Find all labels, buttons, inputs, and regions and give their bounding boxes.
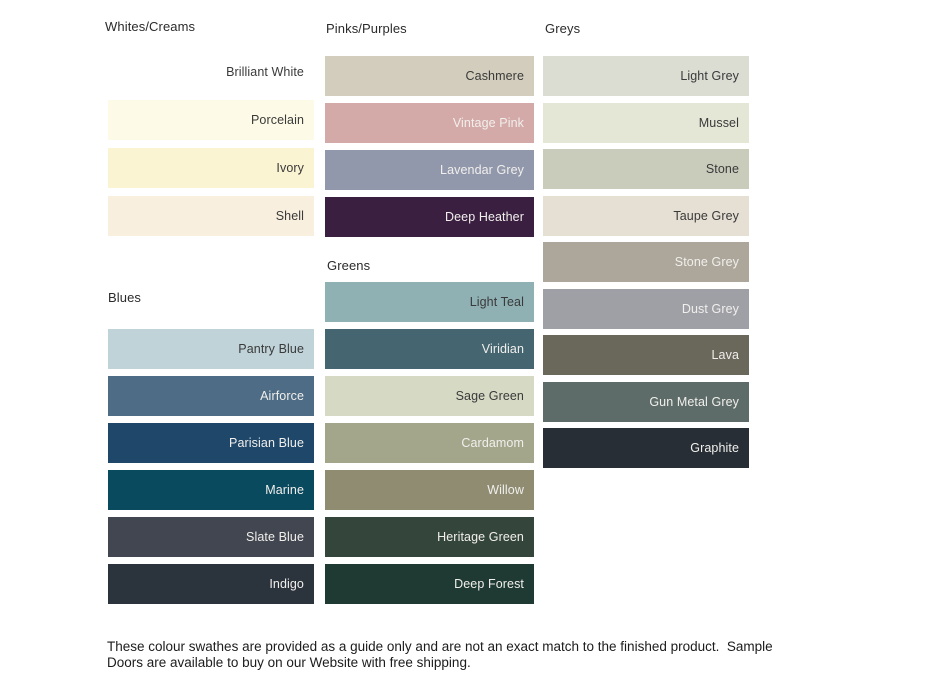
swatch-marine: Marine (108, 470, 314, 510)
swatch-label: Light Grey (680, 69, 739, 83)
swatch-label: Lava (711, 348, 739, 362)
swatch-cashmere: Cashmere (325, 56, 534, 96)
swatch-light-teal: Light Teal (325, 282, 534, 322)
swatch-label: Gun Metal Grey (649, 394, 739, 409)
swatch-list-blues: Pantry Blue Airforce Parisian Blue Marine Sl… (108, 329, 314, 604)
swatch-label: Indigo (269, 577, 304, 591)
swatch-mussel: Mussel (543, 102, 749, 143)
swatch-lavendar-grey: Lavendar Grey (325, 150, 534, 190)
swatch-stone: Stone (543, 149, 749, 189)
section-header-pinks-purples: Pinks/Purples (326, 21, 407, 36)
swatch-ivory: Ivory (108, 148, 314, 188)
swatch-gun-metal-grey: Gun Metal Grey (543, 381, 749, 422)
swatch-list-greys: Light Grey Mussel Stone Taupe Grey Stone Gre… (543, 56, 749, 468)
swatch-label: Taupe Grey (673, 208, 739, 223)
swatch-deep-heather: Deep Heather (325, 197, 534, 237)
swatch-brilliant-white: Brilliant White (108, 52, 314, 92)
swatch-label: Ivory (276, 161, 304, 175)
swatch-label: Mussel (698, 115, 739, 130)
swatch-label: Graphite (690, 441, 739, 455)
swatch-label: Parisian Blue (229, 436, 304, 450)
swatch-label: Stone Grey (674, 255, 739, 269)
section-header-greys: Greys (545, 21, 581, 36)
swatch-parisian-blue: Parisian Blue (108, 423, 314, 463)
section-header-blues: Blues (108, 290, 142, 305)
swatch-lava: Lava (543, 335, 749, 375)
swatch-label: Shell (275, 209, 304, 223)
swatch-shell: Shell (108, 196, 314, 236)
swatch-heritage-green: Heritage Green (325, 517, 534, 557)
swatch-sage-green: Sage Green (325, 376, 534, 416)
swatch-label: Cardamom (461, 436, 524, 450)
swatch-label: Stone (705, 162, 739, 176)
swatch-label: Willow (487, 483, 524, 497)
swatch-taupe-grey: Taupe Grey (543, 195, 749, 236)
swatch-label: Vintage Pink (452, 116, 524, 130)
swatch-label: Cashmere (465, 69, 524, 83)
swatch-vintage-pink: Vintage Pink (325, 103, 534, 143)
swatch-list-whites-creams: Brilliant White Porcelain Ivory Shell (108, 52, 314, 236)
swatch-indigo: Indigo (108, 564, 314, 604)
swatch-label: Heritage Green (437, 530, 524, 544)
swatch-label: Light Teal (469, 295, 524, 309)
swatch-dust-grey: Dust Grey (543, 288, 749, 329)
swatch-light-grey: Light Grey (543, 56, 749, 96)
swatch-cardamom: Cardamom (325, 423, 534, 463)
swatch-label: Deep Heather (444, 210, 524, 224)
swatch-label: Viridian (481, 342, 524, 356)
swatch-label: Slate Blue (246, 530, 304, 544)
swatch-graphite: Graphite (543, 428, 749, 468)
section-header-greens: Greens (327, 258, 371, 273)
swatch-list-pinks-purples: Cashmere Vintage Pink Lavendar Grey Deep He… (325, 56, 534, 237)
disclaimer-note: These colour swathes are provided as a g… (107, 639, 773, 671)
swatch-label: Deep Forest (454, 577, 524, 591)
swatch-label: Airforce (260, 389, 304, 403)
swatch-pantry-blue: Pantry Blue (108, 329, 314, 369)
swatch-label: Lavendar Grey (440, 163, 524, 177)
swatch-deep-forest: Deep Forest (325, 564, 534, 604)
swatch-label: Sage Green (455, 389, 524, 403)
swatch-airforce: Airforce (108, 376, 314, 416)
swatch-label: Dust Grey (681, 301, 739, 316)
swatch-list-greens: Light Teal Viridian Sage Green Cardamom Will… (325, 282, 534, 604)
swatch-label: Pantry Blue (238, 342, 304, 356)
swatch-label: Porcelain (250, 113, 304, 127)
swatch-porcelain: Porcelain (108, 100, 314, 140)
swatch-slate-blue: Slate Blue (108, 517, 314, 557)
swatch-stone-grey: Stone Grey (543, 242, 749, 282)
swatch-label: Marine (265, 483, 304, 497)
section-header-whites-creams: Whites/Creams (105, 19, 196, 34)
swatch-viridian: Viridian (325, 329, 534, 369)
disclaimer-line-1: These colour swathes are provided as a g… (107, 639, 773, 654)
disclaimer-line-2: Doors are available to buy on our Websit… (107, 655, 471, 670)
swatch-label: Brilliant White (226, 65, 304, 79)
swatch-willow: Willow (325, 470, 534, 510)
